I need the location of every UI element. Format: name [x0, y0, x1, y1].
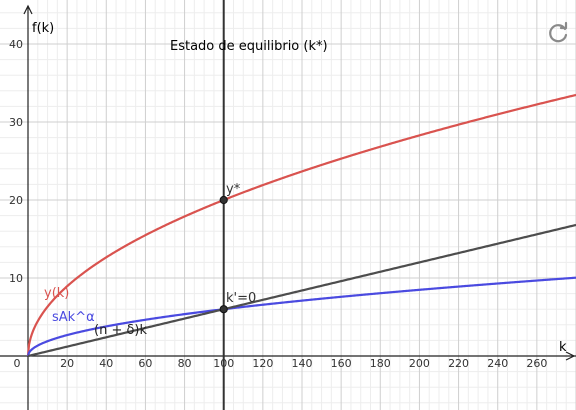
y-tick-label: 20 [9, 194, 23, 207]
y-tick-label: 10 [9, 272, 23, 285]
x-tick-label: 60 [138, 357, 152, 370]
legend-label-yk: y(k) [44, 286, 69, 301]
equilibrium-annotation: Estado de equilibrio (k*) [170, 39, 328, 54]
x-tick-label: 180 [370, 357, 391, 370]
x-tick-label: 40 [99, 357, 113, 370]
tick-labels: 0204060801001201401601802002202402601020… [9, 38, 547, 370]
point-label-ystar: y* [226, 182, 241, 197]
legend-label-ndk: (n + δ)k [94, 323, 147, 338]
y-axis-arrow [23, 4, 33, 15]
axes [0, 4, 576, 410]
x-tick-label: 200 [409, 357, 430, 370]
x-tick-label: 0 [14, 357, 21, 370]
series-line-2 [26, 276, 576, 357]
x-tick-label: 160 [331, 357, 352, 370]
points [219, 195, 228, 314]
x-tick-label: 260 [526, 357, 547, 370]
point-marker-2 [219, 305, 228, 314]
x-tick-label: 80 [178, 357, 192, 370]
x-axis-label: k [559, 340, 567, 355]
x-tick-label: 240 [487, 357, 508, 370]
point-label-kdot: k'=0 [226, 291, 256, 306]
x-axis-arrow [565, 351, 576, 361]
x-tick-label: 120 [252, 357, 273, 370]
y-tick-label: 40 [9, 38, 23, 51]
legend-label-saka: sAk^α [52, 310, 95, 325]
series-lines [26, 0, 576, 410]
refresh-icon[interactable] [544, 20, 572, 48]
series-line-1 [26, 93, 576, 357]
y-axis-label: f(k) [32, 21, 54, 36]
point-marker-1 [219, 195, 228, 205]
series-line-3 [27, 223, 576, 358]
y-tick-label: 30 [9, 116, 23, 129]
x-tick-label: 20 [60, 357, 74, 370]
x-tick-label: 140 [292, 357, 313, 370]
x-tick-label: 220 [448, 357, 469, 370]
